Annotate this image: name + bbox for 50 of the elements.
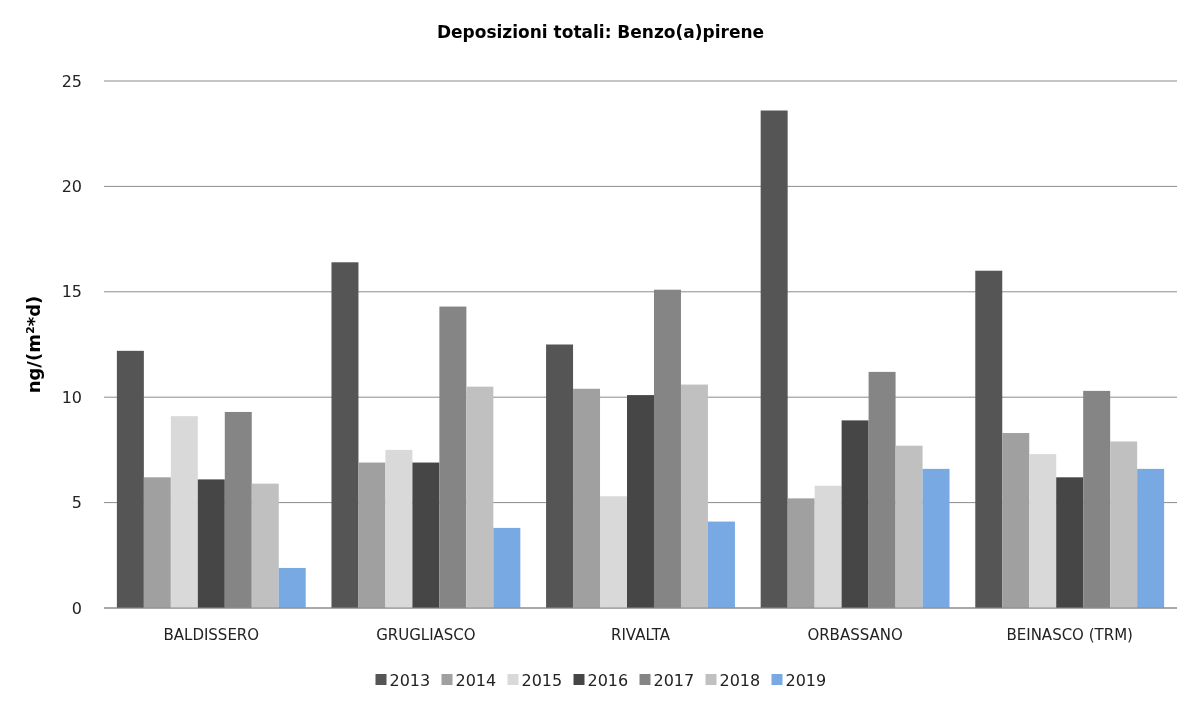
bar: [1137, 468, 1165, 608]
bar: [546, 344, 574, 608]
legend-label: 2013: [389, 670, 431, 690]
x-tick-label: ORBASSANO: [807, 626, 903, 644]
x-tick-label: BALDISSERO: [163, 626, 260, 644]
bar: [331, 262, 359, 608]
bar: [895, 445, 923, 608]
legend-label: 2014: [455, 670, 497, 690]
bar: [787, 498, 815, 608]
bar: [278, 567, 306, 608]
bar: [760, 110, 788, 608]
bar: [627, 395, 654, 608]
legend-label: 2019: [785, 670, 827, 690]
bar: [680, 384, 708, 608]
bar: [922, 468, 950, 608]
y-tick-label: 20: [61, 177, 82, 196]
bar: [385, 449, 413, 608]
bar: [466, 386, 494, 608]
y-tick-label: 15: [61, 282, 82, 302]
chart-title: Deposizioni totali: Benzo(a)pirene: [436, 22, 765, 42]
legend-label: 2016: [587, 670, 629, 690]
bar: [1002, 433, 1030, 608]
bar: [358, 462, 386, 608]
bar: [1029, 454, 1057, 608]
bar: [116, 350, 144, 608]
bar: [975, 270, 1003, 608]
bar: [600, 496, 628, 608]
y-tick-label: 10: [61, 387, 82, 407]
x-tick-label: GRUGLIASCO: [376, 626, 476, 644]
bar: [814, 485, 842, 608]
bar: [197, 479, 225, 608]
legend-label: 2018: [719, 670, 761, 690]
bar: [412, 462, 440, 608]
y-tick-label: 25: [61, 71, 82, 91]
bar: [1110, 441, 1138, 608]
x-tick-label: RIVALTA: [611, 626, 671, 644]
bar: [841, 420, 869, 608]
legend-label: 2015: [521, 670, 563, 690]
y-tick-label: 5: [71, 493, 82, 513]
legend-label: 2017: [653, 670, 695, 690]
bar: [251, 483, 279, 608]
bar: [1056, 477, 1084, 608]
y-axis-title: ng/(m²*d): [23, 295, 44, 394]
bar: [170, 416, 198, 608]
bar: [707, 521, 735, 608]
bar: [143, 477, 171, 608]
y-tick-label: 0: [71, 598, 82, 618]
bar: [573, 388, 601, 608]
bar: [493, 527, 521, 608]
x-tick-label: BEINASCO (TRM): [1006, 626, 1133, 644]
